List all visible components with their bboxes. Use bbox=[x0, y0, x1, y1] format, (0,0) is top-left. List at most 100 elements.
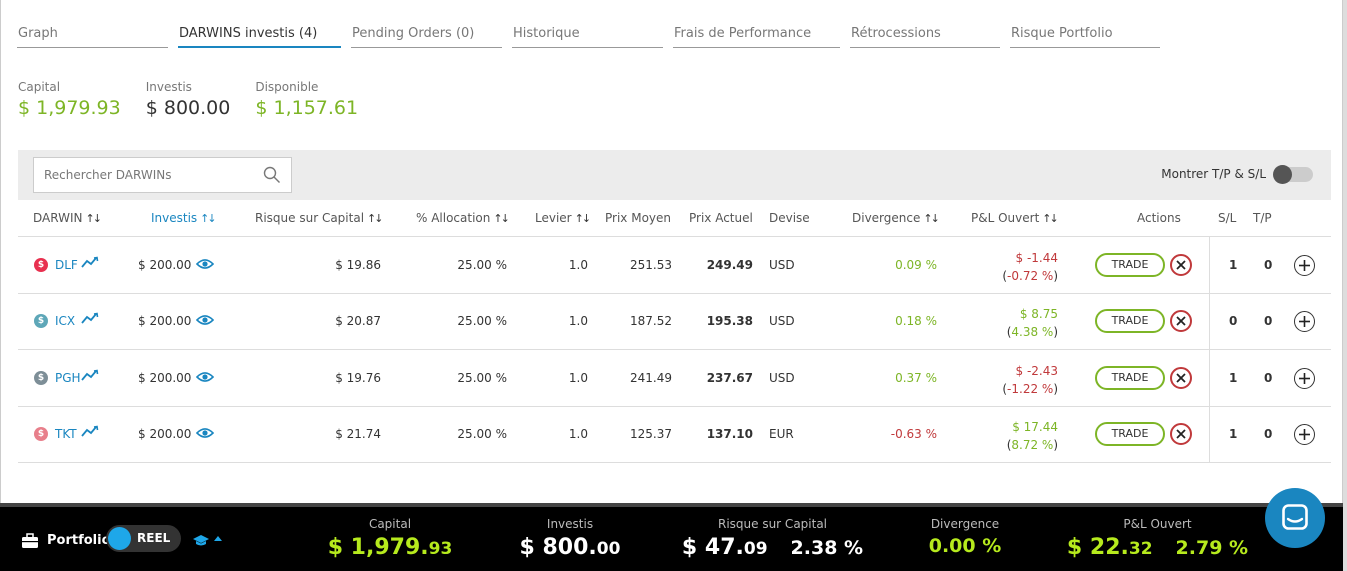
footer-capital: Capital $ 1,979.93 bbox=[320, 517, 460, 560]
plus-icon bbox=[1299, 316, 1310, 327]
prix-actuel-value: 195.38 bbox=[706, 314, 753, 328]
pnl-value: $ 8.75 bbox=[1019, 307, 1058, 321]
tab-graph[interactable]: Graph bbox=[17, 24, 168, 48]
darwin-symbol-link[interactable]: ICX bbox=[55, 314, 76, 328]
trend-chart-icon[interactable] bbox=[81, 425, 101, 440]
darwin-symbol-link[interactable]: PGH bbox=[55, 371, 81, 385]
add-tp-sl-button[interactable] bbox=[1294, 311, 1315, 332]
tab-risque-portfolio[interactable]: Risque Portfolio bbox=[1010, 24, 1160, 48]
add-tp-sl-button[interactable] bbox=[1294, 255, 1315, 276]
pnl-percent: (-1.22 %) bbox=[1002, 382, 1058, 396]
pnl-percent: (4.38 %) bbox=[1006, 325, 1058, 339]
show-tp-sl-toggle[interactable] bbox=[1273, 165, 1313, 184]
sl-value: 1 bbox=[1229, 371, 1238, 385]
footer-capital-value: $ 1,979.93 bbox=[327, 535, 453, 560]
column-header-sl: S/L bbox=[1218, 211, 1237, 225]
show-tp-sl-label: Montrer T/P & S/L bbox=[1161, 167, 1266, 181]
stat-capital-label: Capital bbox=[18, 80, 61, 94]
search-icon[interactable] bbox=[263, 166, 281, 188]
darwin-symbol-link[interactable]: TKT bbox=[55, 427, 77, 441]
pnl-value: $ 17.44 bbox=[1012, 420, 1058, 434]
footer-pnl-value: $ 22.32 2.79 % bbox=[1066, 535, 1249, 560]
divergence-value: 0.18 % bbox=[895, 314, 937, 328]
column-header-investis[interactable]: Investis ↑↓ bbox=[151, 211, 217, 225]
eye-icon[interactable] bbox=[195, 314, 215, 329]
investis-value: $ 200.00 bbox=[138, 258, 192, 272]
footer-divergence: Divergence 0.00 % bbox=[905, 517, 1025, 557]
eye-icon[interactable] bbox=[195, 427, 215, 442]
column-header-actions: Actions bbox=[1137, 211, 1181, 225]
account-mode-toggle[interactable]: REEL bbox=[106, 525, 181, 552]
prix-moyen-value: 251.53 bbox=[630, 258, 672, 272]
plus-icon bbox=[1299, 429, 1310, 440]
close-icon bbox=[1176, 260, 1186, 270]
add-tp-sl-button[interactable] bbox=[1294, 368, 1315, 389]
footer-risque-value: $ 47.09 2.38 % bbox=[681, 535, 864, 560]
eye-icon[interactable] bbox=[195, 258, 215, 273]
darwin-coin-icon: $ bbox=[34, 427, 48, 441]
trend-chart-icon[interactable] bbox=[81, 312, 101, 327]
levier-value: 1.0 bbox=[568, 371, 588, 385]
risque-value: $ 20.87 bbox=[335, 314, 381, 328]
main-panel: Graph DARWINS investis (4) Pending Order… bbox=[0, 0, 1343, 503]
search-input[interactable] bbox=[34, 158, 244, 192]
close-position-button[interactable] bbox=[1170, 310, 1192, 332]
tab-darwins-investis[interactable]: DARWINS investis (4) bbox=[178, 24, 341, 48]
prix-actuel-value: 137.10 bbox=[706, 427, 753, 441]
trade-button[interactable]: TRADE bbox=[1095, 309, 1165, 333]
column-header-darwin[interactable]: DARWIN ↑↓ bbox=[33, 211, 102, 225]
column-divider bbox=[1209, 237, 1210, 294]
prix-moyen-value: 125.37 bbox=[630, 427, 672, 441]
stat-capital-value: $ 1,979.93 bbox=[18, 97, 121, 119]
trade-button[interactable]: TRADE bbox=[1095, 253, 1165, 277]
investis-value: $ 200.00 bbox=[138, 314, 192, 328]
expand-caret-icon[interactable] bbox=[214, 536, 222, 541]
close-position-button[interactable] bbox=[1170, 423, 1192, 445]
footer-pnl-label: P&L Ouvert bbox=[1123, 517, 1192, 531]
chat-launcher-button[interactable] bbox=[1265, 488, 1325, 548]
pnl-cell: $ -1.44 (-0.72 %) bbox=[978, 249, 1058, 285]
footer-pnl: P&L Ouvert $ 22.32 2.79 % bbox=[1065, 517, 1250, 560]
pnl-value: $ -2.43 bbox=[1015, 364, 1059, 378]
close-position-button[interactable] bbox=[1170, 254, 1192, 276]
tab-pending-orders[interactable]: Pending Orders (0) bbox=[351, 24, 502, 48]
darwin-symbol-link[interactable]: DLF bbox=[55, 258, 78, 272]
tab-frais-de-performance[interactable]: Frais de Performance bbox=[673, 24, 840, 48]
tp-value: 0 bbox=[1264, 314, 1273, 328]
search-box bbox=[33, 157, 292, 193]
footer-capital-label: Capital bbox=[368, 517, 412, 531]
trade-button[interactable]: TRADE bbox=[1095, 366, 1165, 390]
column-header-risque[interactable]: Risque sur Capital ↑↓ bbox=[255, 211, 384, 225]
column-header-divergence[interactable]: Divergence ↑↓ bbox=[852, 211, 940, 225]
mortarboard-icon[interactable] bbox=[193, 532, 209, 551]
table-row: $ PGH $ 200.00 $ 19.76 25.00 % 1.0 241.4… bbox=[18, 350, 1331, 407]
footer-investis-label: Investis bbox=[546, 517, 594, 531]
tp-value: 0 bbox=[1264, 258, 1273, 272]
allocation-value: 25.00 % bbox=[457, 258, 507, 272]
toggle-knob bbox=[1273, 165, 1292, 184]
allocation-value: 25.00 % bbox=[457, 427, 507, 441]
risque-value: $ 19.76 bbox=[335, 371, 381, 385]
column-divider bbox=[1209, 293, 1210, 350]
risque-value: $ 21.74 bbox=[335, 427, 381, 441]
table-row: $ ICX $ 200.00 $ 20.87 25.00 % 1.0 187.5… bbox=[18, 293, 1331, 350]
tab-historique[interactable]: Historique bbox=[512, 24, 663, 48]
tab-retrocessions[interactable]: Rétrocessions bbox=[850, 24, 1000, 48]
footer-risque: Risque sur Capital $ 47.09 2.38 % bbox=[680, 517, 865, 560]
column-header-pnl[interactable]: P&L Ouvert ↑↓ bbox=[971, 211, 1059, 225]
tp-value: 0 bbox=[1264, 371, 1273, 385]
divergence-value: -0.63 % bbox=[890, 427, 937, 441]
divergence-value: 0.09 % bbox=[895, 258, 937, 272]
trend-chart-icon[interactable] bbox=[81, 369, 101, 384]
eye-icon[interactable] bbox=[195, 371, 215, 386]
add-tp-sl-button[interactable] bbox=[1294, 424, 1315, 445]
footer-risque-label: Risque sur Capital bbox=[717, 517, 828, 531]
sl-value: 1 bbox=[1229, 258, 1238, 272]
close-position-button[interactable] bbox=[1170, 367, 1192, 389]
column-header-allocation[interactable]: % Allocation ↑↓ bbox=[416, 211, 510, 225]
column-header-levier[interactable]: Levier ↑↓ bbox=[535, 211, 591, 225]
plus-icon bbox=[1299, 260, 1310, 271]
sort-icon: ↑↓ bbox=[493, 212, 510, 225]
trend-chart-icon[interactable] bbox=[81, 256, 101, 271]
trade-button[interactable]: TRADE bbox=[1095, 422, 1165, 446]
